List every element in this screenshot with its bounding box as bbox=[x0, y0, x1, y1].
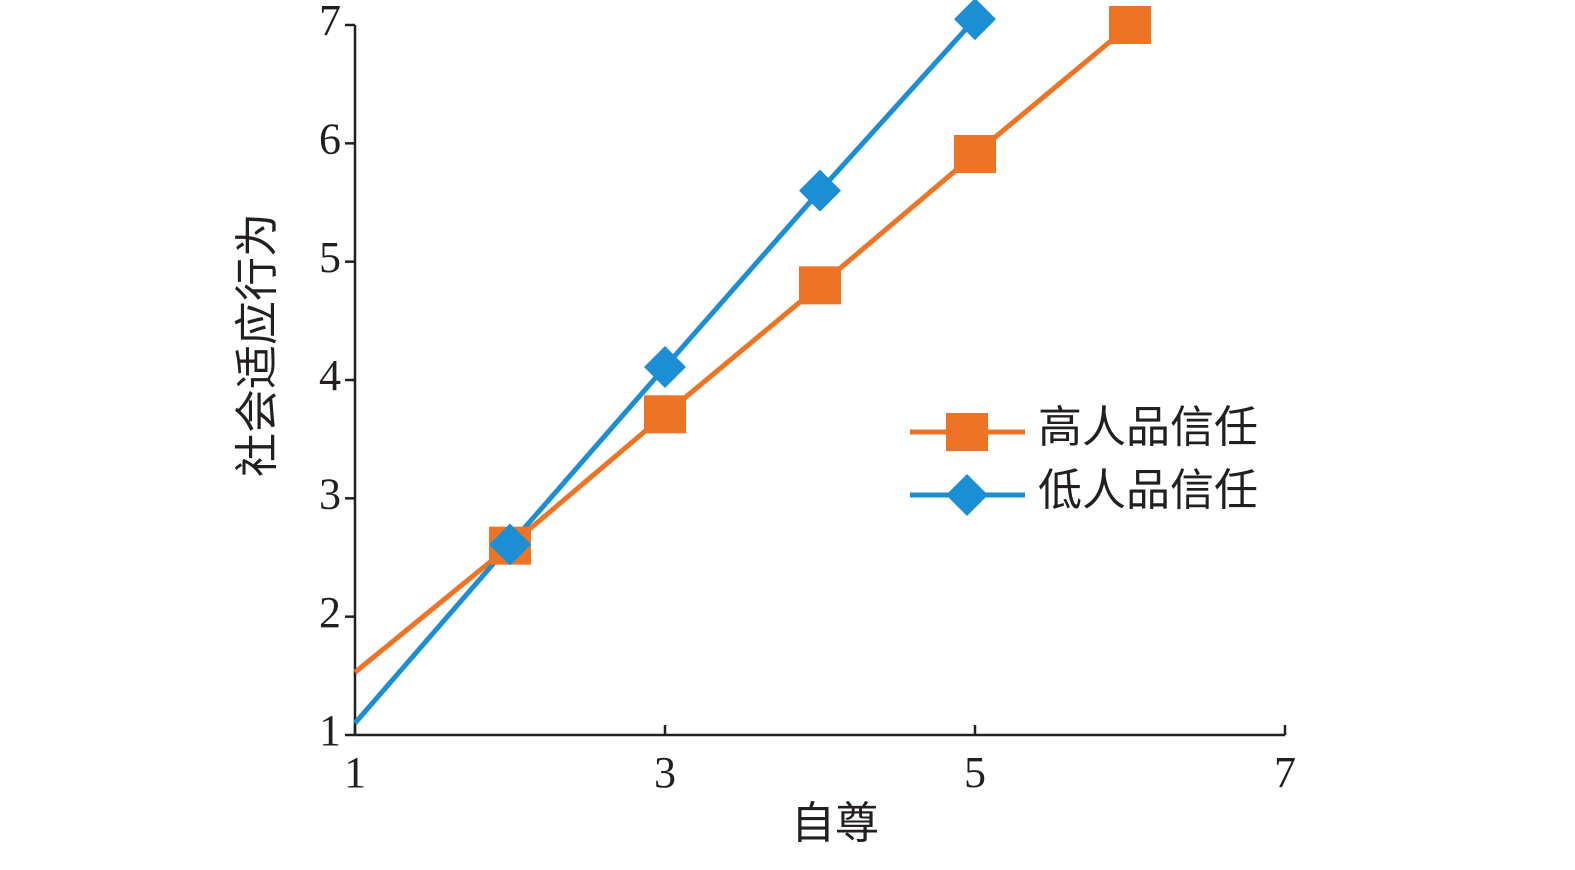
x-axis-label: 自尊 bbox=[791, 799, 879, 848]
y-tick-label: 3 bbox=[319, 469, 341, 518]
data-point bbox=[489, 523, 531, 566]
x-tick-label: 3 bbox=[654, 748, 676, 797]
data-point bbox=[644, 395, 686, 434]
y-tick-label: 6 bbox=[319, 114, 341, 163]
data-point bbox=[799, 169, 841, 212]
legend-marker bbox=[946, 413, 988, 451]
data-point bbox=[954, 134, 996, 173]
data-point bbox=[799, 266, 841, 305]
data-point bbox=[644, 345, 686, 388]
y-tick-label: 1 bbox=[319, 706, 341, 755]
y-tick-label: 7 bbox=[319, 0, 341, 45]
y-axis-label: 社会适应行为 bbox=[233, 213, 282, 477]
data-point bbox=[954, 0, 996, 41]
x-tick-label: 1 bbox=[344, 748, 366, 797]
y-tick-label: 2 bbox=[319, 588, 341, 637]
legend-label: 高人品信任 bbox=[1038, 403, 1258, 452]
series-line bbox=[353, 23, 1132, 675]
y-tick-label: 5 bbox=[319, 233, 341, 282]
x-tick-label: 5 bbox=[964, 748, 986, 797]
y-tick-label: 4 bbox=[319, 351, 341, 400]
legend-marker bbox=[946, 474, 988, 516]
x-tick-label: 7 bbox=[1274, 748, 1296, 797]
legend-label: 低人品信任 bbox=[1038, 466, 1258, 515]
data-point bbox=[1109, 6, 1151, 44]
